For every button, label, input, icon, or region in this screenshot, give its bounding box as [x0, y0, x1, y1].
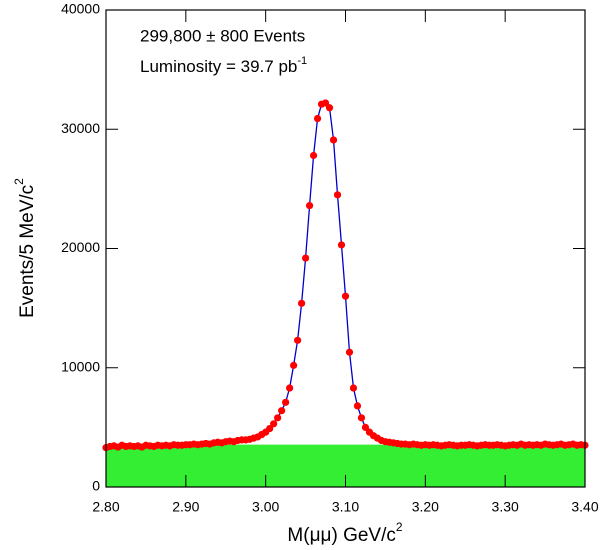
y-tick-label: 10000: [61, 358, 100, 374]
data-point: [341, 292, 350, 300]
y-axis-label-text: Events/5 MeV/c: [17, 185, 38, 318]
y-axis-label: Events/5 MeV/c2: [12, 178, 38, 318]
x-axis-label: M(μμ) GeV/c2: [287, 520, 402, 546]
annotation-text: Luminosity = 39.7 pb: [140, 57, 297, 76]
data-point: [301, 254, 310, 262]
data-point: [290, 361, 298, 369]
fit-line: [105, 102, 586, 449]
data-point: [282, 398, 290, 406]
annotation: 299,800 ± 800 Events: [140, 26, 305, 45]
data-point: [353, 402, 362, 410]
annotation-superscript: -1: [297, 55, 307, 67]
data-point: [337, 241, 346, 249]
y-tick-label: 20000: [61, 239, 100, 255]
x-axis-label-text: M(μμ) GeV/c: [287, 525, 395, 546]
data-point: [325, 104, 334, 112]
annotation: Luminosity = 39.7 pb-1: [140, 55, 307, 77]
plot-area: [102, 9, 589, 488]
data-point: [278, 407, 286, 415]
data-point: [294, 336, 302, 344]
plot-frame: [105, 9, 586, 488]
data-point: [309, 151, 318, 160]
data-point: [266, 424, 274, 433]
data-point: [357, 414, 366, 422]
x-tick-label: 3.30: [492, 499, 519, 515]
data-point: [333, 191, 342, 199]
data-point: [361, 423, 370, 431]
data-point: [329, 136, 338, 144]
y-axis-label-superscript: 2: [12, 178, 26, 185]
data-point: [345, 348, 354, 356]
x-axis-label-superscript: 2: [396, 520, 403, 534]
background-area: [106, 444, 585, 487]
data-point: [274, 414, 282, 422]
x-tick-label: 3.10: [332, 499, 359, 515]
y-tick-label: 30000: [61, 120, 100, 136]
x-tick-label: 3.40: [571, 499, 598, 515]
x-tick-label: 3.20: [412, 499, 439, 515]
data-point: [270, 420, 278, 428]
y-tick-label: 40000: [61, 1, 100, 17]
data-point: [297, 299, 306, 307]
data-point: [305, 201, 314, 210]
x-tick-label: 2.90: [172, 499, 199, 515]
x-tick-label: 3.00: [252, 499, 279, 515]
data-point: [349, 384, 358, 392]
data-point: [321, 99, 330, 107]
x-tick-label: 2.80: [92, 499, 119, 515]
data-point: [286, 384, 294, 392]
y-tick-label: 0: [92, 478, 100, 494]
data-point: [313, 114, 322, 123]
